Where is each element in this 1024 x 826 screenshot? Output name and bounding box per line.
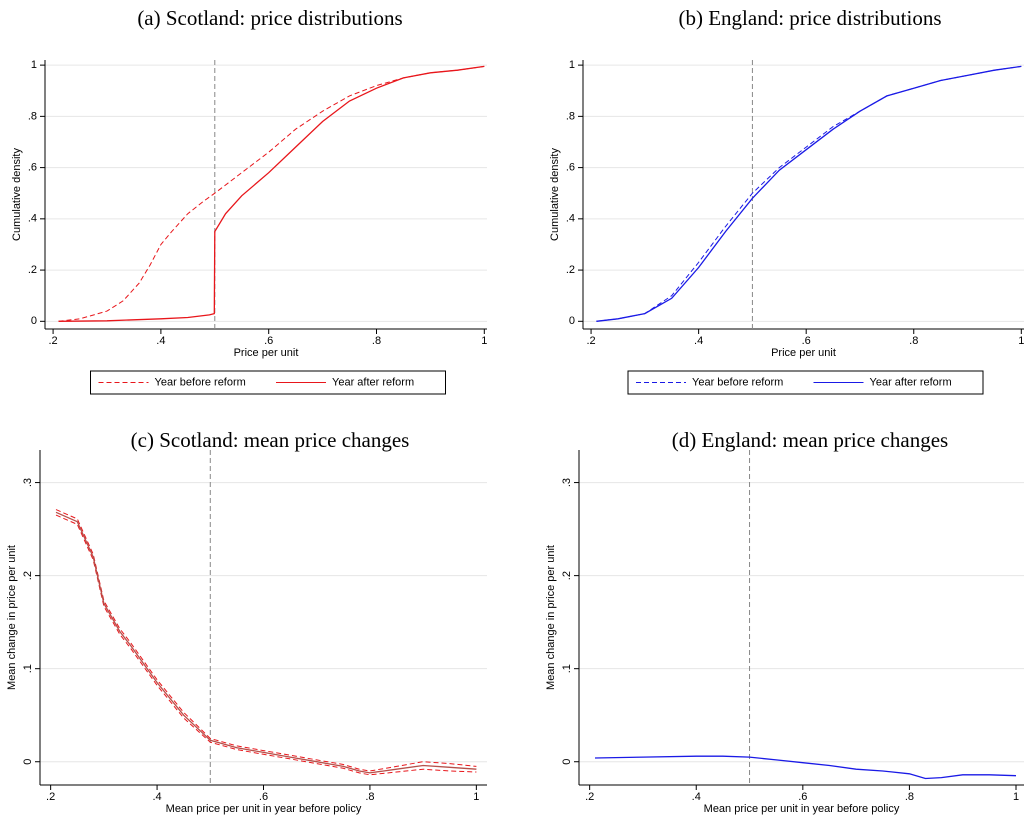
- x-tick-label: .4: [156, 335, 165, 347]
- x-tick-label: .2: [586, 335, 595, 347]
- x-tick-label: .2: [585, 791, 594, 803]
- legend-label: Year after reform: [870, 376, 952, 388]
- y-tick-label: 0: [569, 315, 575, 327]
- data-line: [58, 65, 485, 322]
- data-line: [594, 755, 1017, 780]
- x-tick-label: .6: [798, 791, 807, 803]
- x-tick-label: .8: [905, 791, 914, 803]
- x-tick-label: .8: [909, 335, 918, 347]
- data-line: [596, 65, 1022, 322]
- legend-label: Year before reform: [155, 376, 246, 388]
- chart-title: (c) Scotland: mean price changes: [131, 428, 410, 452]
- x-tick-label: .4: [694, 335, 703, 347]
- data-line: [58, 65, 485, 322]
- x-axis-label: Mean price per unit in year before polic…: [704, 803, 900, 815]
- y-tick-label: .4: [28, 213, 37, 225]
- chart-title: (a) Scotland: price distributions: [137, 6, 402, 30]
- x-tick-label: 1: [1013, 791, 1019, 803]
- y-tick-label: .1: [22, 664, 34, 673]
- legend-label: Year after reform: [332, 376, 414, 388]
- y-tick-label: .2: [28, 264, 37, 276]
- x-tick-label: .4: [152, 791, 161, 803]
- y-tick-label: .1: [561, 664, 573, 673]
- y-tick-label: 1: [569, 59, 575, 71]
- y-tick-label: .3: [561, 478, 573, 487]
- x-axis-label: Price per unit: [234, 347, 299, 359]
- legend-box: [90, 370, 446, 395]
- x-tick-label: .8: [365, 791, 374, 803]
- y-tick-label: 1: [31, 59, 37, 71]
- x-tick-label: .8: [372, 335, 381, 347]
- legend-box: [627, 370, 984, 395]
- x-tick-label: .2: [46, 791, 55, 803]
- y-tick-label: .2: [566, 264, 575, 276]
- x-tick-label: .4: [692, 791, 701, 803]
- x-axis-label: Price per unit: [771, 347, 836, 359]
- y-tick-label: 0: [22, 759, 34, 765]
- y-tick-label: 0: [31, 315, 37, 327]
- y-tick-label: 0: [561, 759, 573, 765]
- y-axis-label: Cumulative density: [549, 148, 561, 241]
- x-tick-label: 1: [473, 791, 479, 803]
- x-tick-label: 1: [481, 335, 487, 347]
- x-tick-label: 1: [1018, 335, 1024, 347]
- y-tick-label: .8: [566, 110, 575, 122]
- data-line: [55, 509, 477, 772]
- x-tick-label: .6: [259, 791, 268, 803]
- legend-label: Year before reform: [692, 376, 783, 388]
- x-tick-label: .2: [48, 335, 57, 347]
- y-tick-label: .2: [561, 571, 573, 580]
- x-tick-label: .6: [802, 335, 811, 347]
- chart-title: (b) England: price distributions: [678, 6, 941, 30]
- y-tick-label: .8: [28, 110, 37, 122]
- y-axis-label: Cumulative density: [11, 148, 23, 241]
- y-axis-label: Mean change in price per unit: [545, 545, 557, 690]
- y-tick-label: .2: [22, 571, 34, 580]
- data-line: [596, 65, 1022, 322]
- x-tick-label: .6: [264, 335, 273, 347]
- y-axis-label: Mean change in price per unit: [6, 545, 18, 690]
- y-tick-label: .6: [28, 162, 37, 174]
- x-axis-label: Mean price per unit in year before polic…: [166, 803, 362, 815]
- y-tick-label: .3: [22, 478, 34, 487]
- y-tick-label: .6: [566, 162, 575, 174]
- data-line: [55, 514, 477, 776]
- data-line: [55, 511, 477, 774]
- y-tick-label: .4: [566, 213, 575, 225]
- chart-title: (d) England: mean price changes: [672, 428, 948, 452]
